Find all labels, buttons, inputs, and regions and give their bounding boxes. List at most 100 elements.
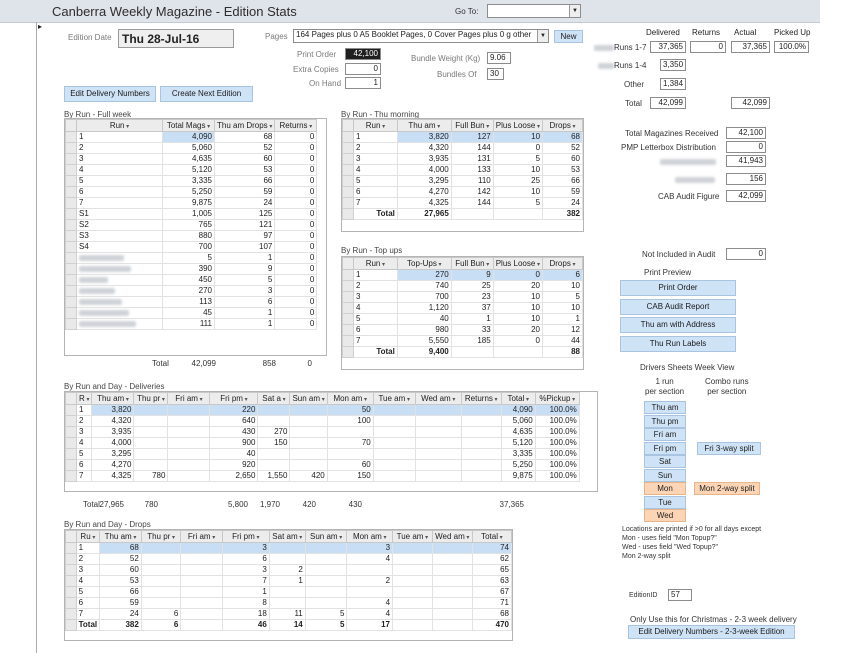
column-filter-icon[interactable]: ▾ bbox=[124, 124, 130, 130]
table-row[interactable]: 4 4,000 133 10 53 bbox=[342, 164, 583, 176]
row-selector[interactable] bbox=[65, 426, 77, 438]
col-run[interactable]: Run ▾ bbox=[76, 119, 163, 132]
print-order-field[interactable]: 42,100 bbox=[345, 48, 381, 60]
row-selector[interactable] bbox=[65, 586, 77, 598]
table-row[interactable]: 1 3,820 127 10 68 bbox=[342, 131, 583, 143]
row-selector[interactable] bbox=[65, 208, 77, 220]
table-row[interactable]: 4 53 7 1 2 63 bbox=[65, 575, 512, 587]
table-row[interactable]: 7 4,325 780 2,650 1,550 420 150 9,875 100.0% bbox=[65, 470, 580, 482]
column-filter-icon[interactable]: ▾ bbox=[380, 124, 386, 130]
row-selector[interactable] bbox=[342, 142, 354, 154]
row-selector[interactable] bbox=[342, 131, 354, 143]
column-filter-icon[interactable]: ▾ bbox=[570, 124, 576, 130]
row-selector[interactable] bbox=[65, 318, 77, 330]
table-row[interactable]: 1 68 3 3 74 bbox=[65, 542, 512, 554]
column-filter-icon[interactable]: ▾ bbox=[381, 535, 387, 541]
col-fri-pm[interactable]: Fri pm ▾ bbox=[221, 530, 270, 543]
table-row[interactable]: 2 4,320 640 100 5,060 100.0% bbox=[65, 415, 580, 427]
row-selector[interactable] bbox=[65, 142, 77, 154]
table-row[interactable]: 2 4,320 144 0 52 bbox=[342, 142, 583, 154]
table-row[interactable]: 6 980 33 20 12 bbox=[342, 324, 583, 336]
row-selector[interactable] bbox=[65, 252, 77, 264]
column-filter-icon[interactable]: ▾ bbox=[205, 124, 211, 130]
table-row[interactable]: 2 5,060 52 0 bbox=[65, 142, 318, 154]
day-sat-button[interactable]: Sat bbox=[644, 455, 686, 468]
runs14-delivered[interactable]: 3,350 bbox=[660, 59, 686, 71]
col-sat-am[interactable]: Sat a ▾ bbox=[257, 392, 291, 405]
table-row[interactable]: 450 5 0 bbox=[65, 274, 318, 286]
table-row[interactable]: 6 4,270 920 60 5,250 100.0% bbox=[65, 459, 580, 471]
row-selector[interactable] bbox=[342, 324, 354, 336]
row-selector[interactable] bbox=[65, 175, 77, 187]
table-row[interactable]: 1 270 9 0 6 bbox=[342, 269, 583, 281]
col-thu-pm[interactable]: Thu pr ▾ bbox=[140, 530, 182, 543]
column-filter-icon[interactable]: ▾ bbox=[337, 535, 343, 541]
tmr-field[interactable]: 42,100 bbox=[726, 127, 766, 139]
row-selector[interactable] bbox=[342, 269, 354, 281]
table-row[interactable]: 270 3 0 bbox=[65, 285, 318, 297]
row-selector[interactable] bbox=[65, 404, 77, 416]
thu-morning-grid[interactable]: Run ▾ Thu am ▾ Full Bun ▾ Plus Loose ▾ D… bbox=[341, 118, 584, 232]
table-row[interactable]: 4 4,000 900 150 70 5,120 100.0% bbox=[65, 437, 580, 449]
column-filter-icon[interactable]: ▾ bbox=[320, 397, 325, 403]
column-filter-icon[interactable]: ▾ bbox=[160, 397, 165, 403]
row-selector[interactable] bbox=[65, 470, 77, 482]
table-row[interactable]: 3 700 23 10 5 bbox=[342, 291, 583, 303]
col-sun-am[interactable]: Sun am ▾ bbox=[304, 530, 348, 543]
fri-3way-split-button[interactable]: Fri 3-way split bbox=[697, 442, 761, 455]
column-filter-icon[interactable]: ▾ bbox=[170, 535, 175, 541]
row-selector[interactable] bbox=[342, 335, 354, 347]
column-filter-icon[interactable]: ▾ bbox=[450, 397, 456, 403]
column-filter-icon[interactable]: ▾ bbox=[362, 397, 368, 403]
table-row[interactable]: S1 1,005 125 0 bbox=[65, 208, 318, 220]
col-thu-am[interactable]: Thu am ▾ bbox=[91, 392, 135, 405]
col-thu-pm[interactable]: Thu pr ▾ bbox=[133, 392, 169, 405]
column-filter-icon[interactable]: ▾ bbox=[124, 397, 129, 403]
thu-run-labels-button[interactable]: Thu Run Labels bbox=[620, 336, 736, 352]
col-returns[interactable]: Returns ▾ bbox=[274, 119, 318, 132]
column-filter-icon[interactable]: ▾ bbox=[197, 397, 203, 403]
column-filter-icon[interactable]: ▾ bbox=[280, 397, 286, 403]
column-filter-icon[interactable]: ▾ bbox=[242, 397, 248, 403]
total-actual[interactable]: 42,099 bbox=[731, 97, 770, 109]
row-selector[interactable] bbox=[65, 164, 77, 176]
col-thu-am[interactable]: Thu am ▾ bbox=[99, 530, 142, 543]
runs17-delivered[interactable]: 37,365 bbox=[650, 41, 686, 53]
table-row[interactable]: 390 9 0 bbox=[65, 263, 318, 275]
table-row[interactable]: 4 5,120 53 0 bbox=[65, 164, 318, 176]
column-filter-icon[interactable]: ▾ bbox=[84, 397, 90, 403]
col-drops[interactable]: Drops ▾ bbox=[542, 257, 583, 270]
day-thu-pm-button[interactable]: Thu pm bbox=[644, 415, 686, 428]
table-row[interactable]: S2 765 121 0 bbox=[65, 219, 318, 231]
row-selector[interactable] bbox=[342, 186, 354, 198]
row-selector[interactable] bbox=[65, 415, 77, 427]
extra-copies-field[interactable]: 0 bbox=[345, 63, 381, 75]
table-row[interactable]: 3 4,635 60 0 bbox=[65, 153, 318, 165]
column-filter-icon[interactable]: ▾ bbox=[535, 262, 540, 268]
edition-id-field[interactable]: 57 bbox=[668, 589, 692, 601]
row-selector[interactable] bbox=[65, 542, 77, 554]
col-mon-am[interactable]: Mon am ▾ bbox=[326, 392, 374, 405]
row-selector[interactable] bbox=[65, 263, 77, 275]
col-fri-pm[interactable]: Fri pm ▾ bbox=[209, 392, 259, 405]
table-row[interactable]: S3 880 97 0 bbox=[65, 230, 318, 242]
table-row[interactable]: 5 3,295 110 25 66 bbox=[342, 175, 583, 187]
pages-dropdown[interactable]: 164 Pages plus 0 A5 Booklet Pages, 0 Cov… bbox=[293, 29, 549, 43]
table-row[interactable]: 7 4,325 144 5 24 bbox=[342, 197, 583, 209]
table-row[interactable]: 7 5,550 185 0 44 bbox=[342, 335, 583, 347]
col-full-bun[interactable]: Full Bun ▾ bbox=[450, 119, 494, 132]
col-fri-am[interactable]: Fri am ▾ bbox=[180, 530, 223, 543]
table-row[interactable]: 5 3,335 66 0 bbox=[65, 175, 318, 187]
mailed-field[interactable]: 156 bbox=[726, 173, 766, 185]
table-row[interactable]: 6 5,250 59 0 bbox=[65, 186, 318, 198]
full-week-grid[interactable]: Run ▾ Total Mags ▾ Thu am Drops ▾ Return… bbox=[64, 118, 327, 356]
col-mon-am[interactable]: Mon am ▾ bbox=[346, 530, 394, 543]
total-delivered[interactable]: 42,099 bbox=[650, 97, 686, 109]
goto-dropdown[interactable]: ▼ bbox=[487, 4, 581, 18]
table-row[interactable]: 4 1,120 37 10 10 bbox=[342, 302, 583, 314]
table-row[interactable]: 5 66 1 67 bbox=[65, 586, 512, 598]
row-selector[interactable] bbox=[65, 219, 77, 231]
table-row[interactable]: 113 6 0 bbox=[65, 296, 318, 308]
row-selector[interactable] bbox=[65, 153, 77, 165]
row-selector[interactable] bbox=[65, 197, 77, 209]
